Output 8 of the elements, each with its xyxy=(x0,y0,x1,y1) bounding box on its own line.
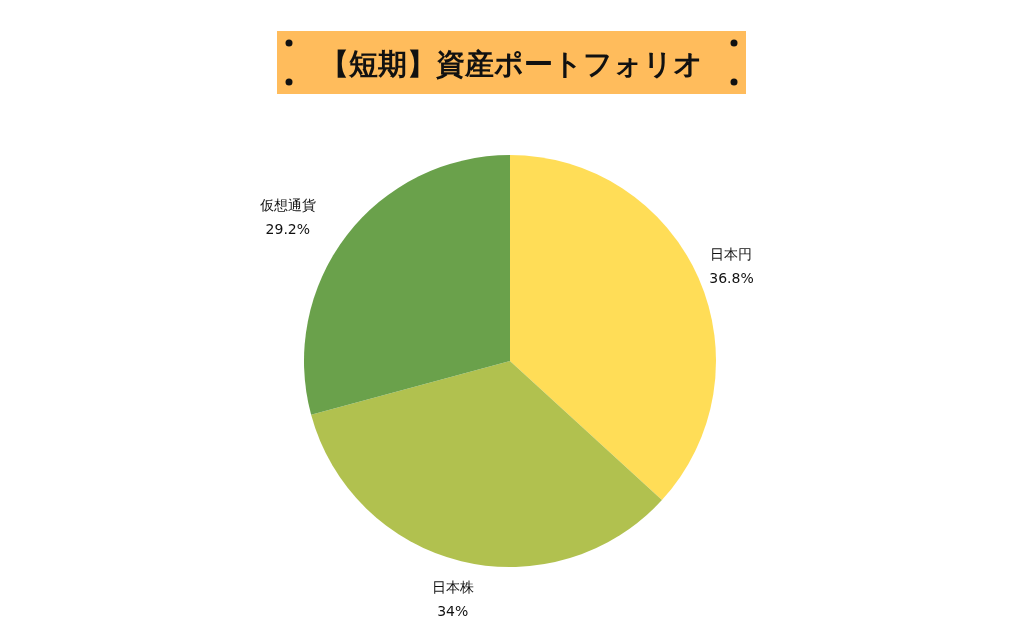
data-label: 36.8% xyxy=(709,270,754,287)
slice-label: 仮想通貨 xyxy=(258,196,316,213)
slice-label: 日本円 xyxy=(710,246,753,263)
slice-label: 日本株 xyxy=(431,579,474,596)
chart-title: 【短期】資産ポートフォリオ xyxy=(319,47,703,81)
pie-slice xyxy=(311,361,662,567)
data-label: 34% xyxy=(437,603,469,620)
data-label: 29.2% xyxy=(265,220,311,237)
